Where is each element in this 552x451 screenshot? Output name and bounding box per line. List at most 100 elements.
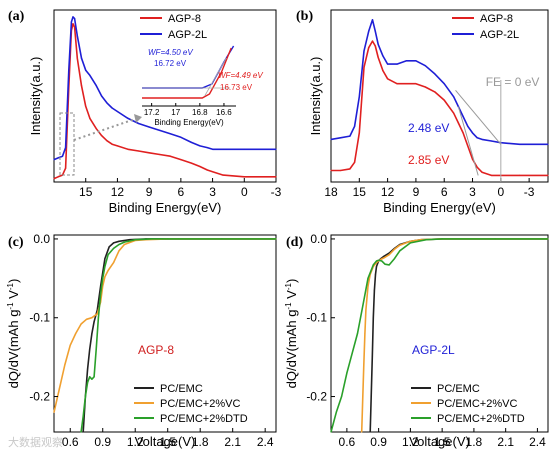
panel-c: 0.6 0.9 1.2 1.5 1.8 2.1 2.4 0.0 -0.1 -0.2 Voltage(… (6, 232, 277, 449)
data-point (341, 395, 343, 398)
x-tick-label: 1.5 (159, 435, 176, 449)
data-point (378, 259, 380, 261)
legend-label: PC/EMC+2%DTD (437, 413, 525, 425)
y-tick-label: -0.2 (306, 390, 327, 404)
data-point (95, 85, 97, 87)
data-point (363, 66, 365, 68)
data-point (519, 174, 521, 176)
data-point (415, 60, 417, 62)
data-point (180, 136, 182, 138)
x-tick-label: 18 (324, 185, 338, 199)
x-tick-label: 0.9 (370, 435, 387, 449)
data-point (87, 368, 89, 370)
series-line (53, 16, 276, 161)
data-point (453, 96, 455, 98)
data-point (434, 91, 436, 93)
data-point (443, 83, 445, 85)
y-axis-label: dQ/dV(mAh g-1 V-1) (6, 279, 21, 389)
data-point (95, 128, 97, 130)
y-tick-label: 0.0 (33, 232, 50, 246)
x-tick-label: 12 (381, 185, 395, 199)
data-point (159, 153, 161, 156)
data-point (113, 262, 115, 264)
data-point (330, 431, 332, 433)
data-point (222, 174, 224, 176)
data-point (377, 43, 379, 46)
data-point (356, 332, 359, 335)
inset-x-tick-label: 16.8 (192, 108, 208, 117)
data-point (123, 241, 125, 243)
x-tick-label: 0 (241, 185, 248, 199)
y-axis-label: Intensity(a.u.) (28, 57, 43, 136)
data-point (53, 159, 55, 161)
data-point (382, 70, 384, 72)
data-point (349, 168, 351, 170)
data-point (104, 258, 106, 260)
data-point (116, 110, 118, 113)
x-tick-label: 3 (469, 185, 476, 199)
data-point (57, 157, 59, 159)
data-point (113, 247, 115, 249)
panel-label: (a) (8, 9, 25, 24)
data-point (381, 260, 383, 262)
data-point (80, 431, 82, 433)
x-axis-label: Voltage(V) (135, 434, 196, 449)
data-point (371, 19, 374, 21)
data-point (374, 273, 377, 275)
data-point (212, 171, 214, 173)
data-point (138, 122, 140, 125)
data-point (116, 145, 118, 147)
data-point (111, 143, 113, 145)
data-point (330, 169, 332, 172)
y-tick-label: -0.2 (29, 390, 50, 404)
data-point (106, 102, 108, 104)
panel-b: 18 15 12 9 6 3 0 -3 Binding Energy(eV) Intensity(… (296, 9, 549, 215)
data-point (95, 348, 97, 350)
inset-annotation: 16.73 eV (220, 83, 253, 92)
data-point (457, 122, 459, 124)
data-point (405, 60, 408, 62)
data-point (91, 332, 93, 335)
data-point (100, 293, 102, 295)
data-point (87, 381, 89, 383)
data-point (399, 250, 401, 252)
data-point (57, 176, 59, 178)
zoom-guide (73, 117, 139, 141)
x-tick-label: 6 (178, 185, 185, 199)
inset-red-curve (142, 47, 232, 99)
data-point (148, 126, 150, 128)
data-point (91, 317, 93, 319)
x-tick-label: 1.2 (402, 435, 419, 449)
fermi-annotation: FE = 0 eV (486, 75, 540, 89)
data-point (361, 431, 363, 433)
data-point (129, 239, 131, 241)
data-point (434, 73, 436, 75)
panel-label: (d) (286, 235, 303, 250)
legend-label: PC/EMC+2%VC (437, 398, 517, 410)
data-point (89, 74, 91, 76)
data-point (169, 133, 171, 135)
data-point (104, 265, 106, 268)
data-point (212, 148, 214, 150)
data-point (453, 112, 455, 114)
data-point (85, 105, 87, 107)
data-point (275, 238, 277, 240)
data-point (123, 243, 125, 246)
data-point (358, 96, 360, 98)
data-point (481, 138, 483, 140)
data-point (53, 178, 55, 180)
data-point (72, 23, 74, 25)
sample-note: AGP-2L (412, 343, 455, 357)
data-point (74, 26, 76, 28)
data-point (243, 148, 245, 150)
data-point (61, 155, 64, 157)
legend-label: PC/EMC (160, 383, 203, 395)
data-point (471, 158, 474, 160)
data-point (443, 99, 445, 101)
data-point (167, 238, 169, 240)
data-point (104, 276, 106, 278)
panel-label: (c) (8, 235, 24, 250)
data-point (425, 239, 427, 241)
annotation-red: 2.85 eV (408, 153, 449, 167)
y-tick-label: -0.1 (29, 311, 50, 325)
